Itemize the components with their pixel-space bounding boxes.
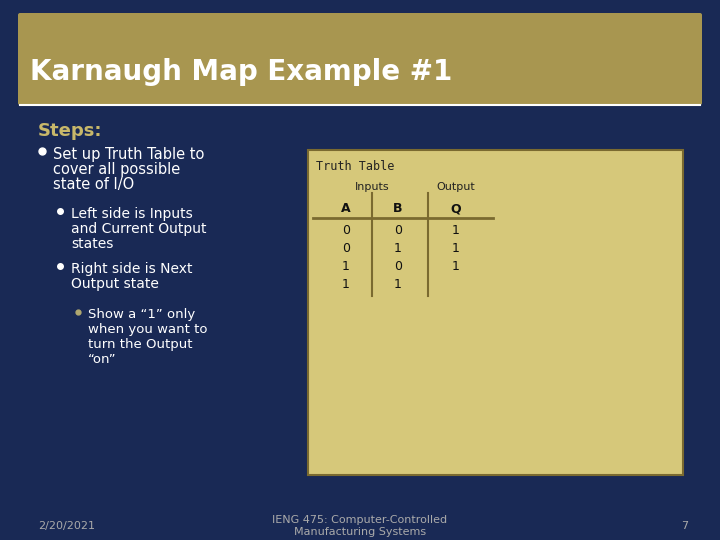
Text: turn the Output: turn the Output <box>88 338 192 351</box>
Text: Set up Truth Table to: Set up Truth Table to <box>53 147 204 162</box>
Text: states: states <box>71 237 113 251</box>
Text: 1: 1 <box>342 260 350 273</box>
Text: and Current Output: and Current Output <box>71 222 207 236</box>
Text: 1: 1 <box>394 242 402 255</box>
Text: 2/20/2021: 2/20/2021 <box>38 521 95 531</box>
Text: 1: 1 <box>452 260 460 273</box>
Text: 0: 0 <box>342 224 350 237</box>
Text: Left side is Inputs: Left side is Inputs <box>71 207 193 221</box>
Text: IENG 475: Computer-Controlled
Manufacturing Systems: IENG 475: Computer-Controlled Manufactur… <box>272 515 448 537</box>
Text: cover all possible: cover all possible <box>53 162 180 177</box>
FancyBboxPatch shape <box>308 150 683 475</box>
Text: 1: 1 <box>342 278 350 291</box>
Text: Inputs: Inputs <box>355 182 390 192</box>
Text: 0: 0 <box>394 260 402 273</box>
Text: Truth Table: Truth Table <box>316 160 395 173</box>
Text: 1: 1 <box>452 224 460 237</box>
Text: Show a “1” only: Show a “1” only <box>88 308 195 321</box>
FancyBboxPatch shape <box>18 13 702 105</box>
Text: 1: 1 <box>394 278 402 291</box>
Text: “on”: “on” <box>88 353 117 366</box>
Text: B: B <box>393 202 402 215</box>
Text: 7: 7 <box>681 521 688 531</box>
Text: Karnaugh Map Example #1: Karnaugh Map Example #1 <box>30 58 452 86</box>
Text: A: A <box>341 202 351 215</box>
Text: 0: 0 <box>342 242 350 255</box>
Text: Steps:: Steps: <box>38 122 102 140</box>
Text: 1: 1 <box>452 242 460 255</box>
Text: Q: Q <box>451 202 462 215</box>
Text: Right side is Next: Right side is Next <box>71 262 192 276</box>
Text: when you want to: when you want to <box>88 323 207 336</box>
Text: Output state: Output state <box>71 277 159 291</box>
Text: Output: Output <box>436 182 475 192</box>
Text: state of I/O: state of I/O <box>53 177 134 192</box>
Text: 0: 0 <box>394 224 402 237</box>
